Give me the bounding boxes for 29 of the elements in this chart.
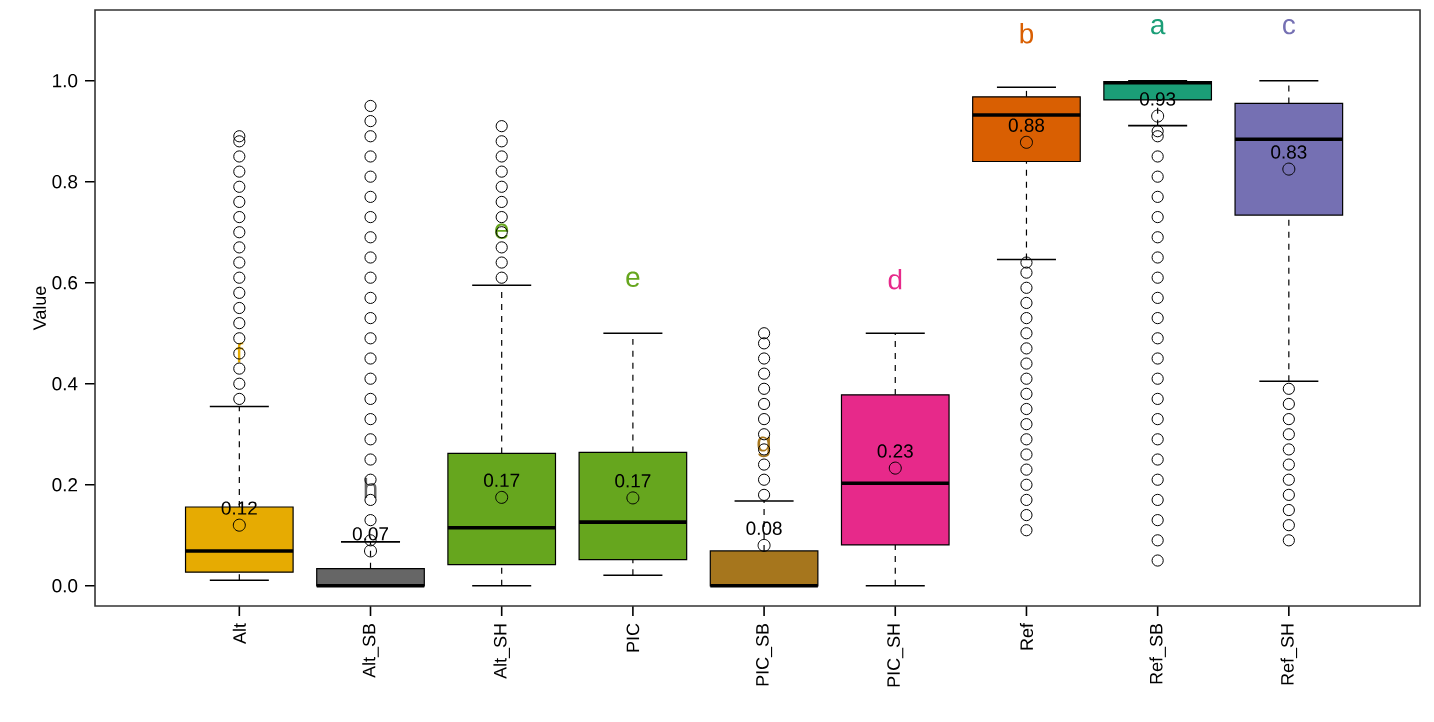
annotation: 0.83 xyxy=(1271,145,1307,159)
x-tick-label: PIC xyxy=(626,623,640,652)
x-tick-label: PIC_SH xyxy=(887,624,904,687)
y-tick-label: 1.0 xyxy=(53,74,78,88)
annotation: a xyxy=(1151,19,1166,35)
annotation: d xyxy=(888,269,902,290)
x-tick-label: PIC_SB xyxy=(756,623,773,686)
y-tick-label: 0.2 xyxy=(52,478,78,492)
y-tick-label: 0.0 xyxy=(52,579,78,593)
y-tick-label: 0.8 xyxy=(52,175,78,189)
annotation: 0.17 xyxy=(484,473,520,488)
annotation: 0.23 xyxy=(877,444,913,458)
x-tick-label: Ref_SB xyxy=(1149,623,1166,684)
x-tick-label: Ref_SH xyxy=(1280,624,1298,685)
annotation: 0.88 xyxy=(1008,118,1045,132)
annotation: 0.17 xyxy=(615,474,651,488)
annotation: 0.07 xyxy=(352,527,388,541)
y-tick-label: 0.4 xyxy=(52,377,78,391)
annotation: c xyxy=(1283,19,1296,35)
y-axis-title: Value xyxy=(32,286,46,331)
annotation: 0.93 xyxy=(1139,92,1176,106)
x-tick-label: Alt xyxy=(232,623,246,644)
x-tick-label: Alt_SB xyxy=(362,623,379,678)
x-tick-label: Alt_SH xyxy=(493,624,510,679)
y-tick-label: 0.6 xyxy=(52,276,78,290)
annotation: b xyxy=(1020,23,1034,44)
annotation: e xyxy=(626,271,640,287)
x-tick-label: Ref xyxy=(1019,623,1034,650)
annotation: 0.08 xyxy=(746,521,782,535)
